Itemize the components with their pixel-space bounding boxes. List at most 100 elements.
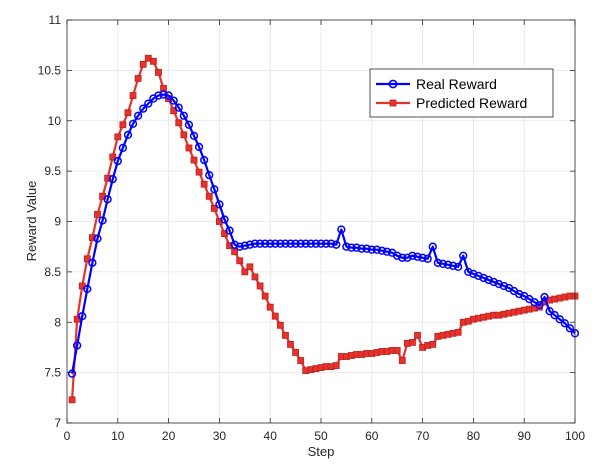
y-tick-label: 8 <box>54 315 61 329</box>
data-point <box>499 281 509 291</box>
series-predicted-reward <box>68 54 579 404</box>
data-point <box>560 319 569 328</box>
data-point <box>139 104 148 113</box>
data-point <box>231 248 239 256</box>
x-tick-label: 10 <box>111 429 125 443</box>
data-point <box>276 321 284 329</box>
data-point <box>205 192 213 200</box>
data-point <box>226 242 233 250</box>
data-point <box>398 357 406 364</box>
data-point <box>103 195 112 204</box>
data-point <box>256 282 264 290</box>
data-point <box>175 119 183 127</box>
data-point <box>104 174 112 182</box>
data-point <box>545 307 554 316</box>
data-point <box>352 243 361 252</box>
data-point <box>454 262 463 271</box>
x-tick-label: 0 <box>64 429 71 443</box>
data-point <box>408 251 417 260</box>
data-point <box>164 91 173 100</box>
data-point <box>154 91 163 100</box>
data-point <box>89 234 96 242</box>
data-point <box>215 200 224 209</box>
data-point <box>245 240 255 249</box>
data-point <box>236 257 244 265</box>
x-tick-label: 80 <box>467 429 481 443</box>
data-point <box>68 396 76 404</box>
series-real-reward <box>67 90 580 378</box>
data-point <box>185 144 193 152</box>
data-point <box>311 239 321 248</box>
data-point <box>316 239 326 248</box>
data-point <box>67 369 77 378</box>
x-tick-label: 100 <box>565 429 585 443</box>
data-point <box>108 175 117 184</box>
data-point <box>109 153 117 161</box>
data-point <box>98 216 107 225</box>
legend-marker-real <box>388 79 398 89</box>
data-point <box>393 347 401 354</box>
y-tick-label: 7 <box>54 416 61 430</box>
data-point <box>189 131 199 141</box>
data-point <box>155 68 162 76</box>
data-point <box>403 253 412 262</box>
data-point <box>297 357 305 364</box>
data-point <box>459 251 468 260</box>
data-point <box>235 242 244 251</box>
data-point <box>114 133 122 141</box>
data-point <box>484 275 493 285</box>
data-point <box>144 99 153 108</box>
data-point <box>327 239 336 248</box>
data-point <box>448 261 458 270</box>
data-point <box>88 258 97 267</box>
data-point <box>133 111 143 120</box>
data-point <box>251 273 259 281</box>
data-point <box>179 111 188 120</box>
y-axis-label: Reward Value <box>24 181 39 262</box>
data-point <box>479 273 488 283</box>
data-point <box>261 292 269 300</box>
data-point <box>169 96 178 105</box>
data-point <box>398 253 407 262</box>
data-point <box>438 259 448 268</box>
data-point <box>159 90 168 99</box>
x-axis-label: Step <box>308 444 335 459</box>
data-point <box>413 252 422 261</box>
data-point <box>93 234 102 243</box>
data-point <box>382 247 392 256</box>
x-tick-label: 90 <box>518 429 532 443</box>
data-point <box>535 300 544 310</box>
data-point <box>292 349 300 356</box>
data-point <box>347 243 356 252</box>
data-point <box>362 244 371 253</box>
x-tick-label: 20 <box>162 429 176 443</box>
data-point <box>429 341 437 348</box>
data-point <box>418 253 427 262</box>
legend-label-real: Real Reward <box>416 76 497 92</box>
x-tick-label: 60 <box>365 429 379 443</box>
data-point <box>83 255 91 263</box>
y-tick-label: 9.5 <box>44 164 61 178</box>
data-point <box>123 130 133 140</box>
data-point <box>414 331 421 339</box>
data-point <box>220 215 229 224</box>
data-point <box>149 57 157 65</box>
data-point <box>241 268 249 276</box>
data-point <box>200 180 208 188</box>
series-layer <box>67 54 580 404</box>
data-point <box>464 267 473 277</box>
data-point <box>276 239 285 248</box>
data-point <box>494 279 503 289</box>
y-tick-label: 10 <box>48 114 62 128</box>
data-point <box>306 239 315 248</box>
data-point <box>195 168 203 176</box>
axis-ticks: 0 10 20 30 40 50 60 70 80 90 100 7 7.5 8 8.5 9 9.5 10 10.5… <box>38 13 586 443</box>
data-point <box>443 260 453 269</box>
data-point <box>230 240 239 249</box>
data-point <box>357 244 366 253</box>
data-point <box>255 239 265 248</box>
legend-box <box>369 68 554 118</box>
data-point <box>139 60 147 68</box>
x-tick-label: 50 <box>314 429 328 443</box>
data-point <box>301 239 310 248</box>
